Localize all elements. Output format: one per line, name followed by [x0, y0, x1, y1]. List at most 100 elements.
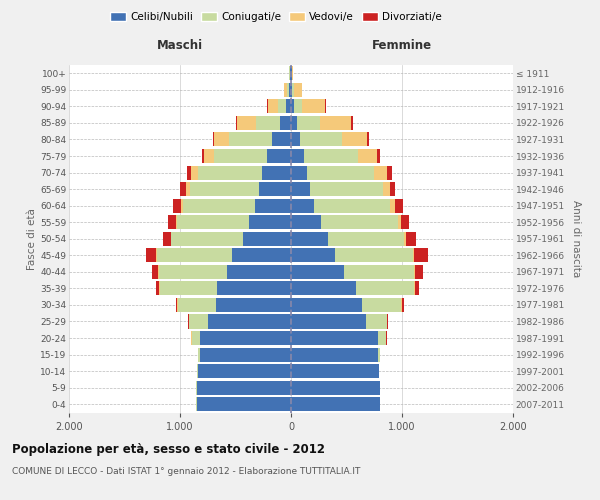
Bar	[401, 215, 409, 229]
Bar	[168, 215, 176, 229]
Bar	[181, 198, 184, 212]
Bar	[335, 248, 413, 262]
Bar	[291, 132, 301, 146]
Bar	[291, 282, 356, 296]
Text: Maschi: Maschi	[157, 39, 203, 52]
Bar	[291, 182, 310, 196]
Bar	[146, 248, 156, 262]
Bar	[352, 116, 353, 130]
Bar	[291, 100, 294, 114]
Bar	[268, 100, 278, 114]
Bar	[171, 232, 243, 246]
Bar	[278, 100, 286, 114]
Bar	[302, 100, 325, 114]
Bar	[208, 314, 291, 328]
Bar	[198, 166, 262, 179]
Bar	[272, 132, 291, 146]
Bar	[291, 149, 304, 163]
Bar	[173, 198, 181, 212]
Bar	[328, 232, 404, 246]
Bar	[356, 282, 414, 296]
Bar	[197, 380, 291, 394]
Bar	[284, 83, 287, 97]
Bar	[290, 66, 291, 80]
Bar	[152, 265, 158, 279]
Bar	[189, 314, 208, 328]
Bar	[291, 248, 335, 262]
Bar	[197, 397, 291, 411]
Bar	[374, 166, 387, 179]
Bar	[178, 298, 215, 312]
Bar	[291, 380, 380, 394]
Bar	[213, 132, 214, 146]
Bar	[413, 248, 414, 262]
Bar	[307, 166, 374, 179]
Bar	[314, 198, 390, 212]
Bar	[291, 314, 367, 328]
Y-axis label: Anni di nascita: Anni di nascita	[571, 200, 581, 278]
Bar	[190, 182, 259, 196]
Bar	[398, 215, 401, 229]
Bar	[414, 265, 415, 279]
Bar	[377, 348, 380, 362]
Bar	[383, 182, 390, 196]
Text: Popolazione per età, sesso e stato civile - 2012: Popolazione per età, sesso e stato civil…	[12, 442, 325, 456]
Bar	[358, 149, 377, 163]
Bar	[180, 182, 185, 196]
Text: Femmine: Femmine	[372, 39, 432, 52]
Bar	[291, 215, 321, 229]
Bar	[321, 215, 398, 229]
Bar	[217, 282, 291, 296]
Bar	[387, 166, 392, 179]
Bar	[344, 265, 414, 279]
Bar	[294, 83, 302, 97]
Bar	[198, 364, 291, 378]
Bar	[291, 232, 328, 246]
Bar	[362, 298, 401, 312]
Bar	[280, 116, 291, 130]
Bar	[286, 100, 291, 114]
Bar	[200, 331, 291, 345]
Bar	[256, 198, 291, 212]
Legend: Celibi/Nubili, Coniugati/e, Vedovi/e, Divorziati/e: Celibi/Nubili, Coniugati/e, Vedovi/e, Di…	[106, 8, 446, 26]
Bar	[159, 265, 227, 279]
Bar	[291, 265, 344, 279]
Bar	[367, 314, 387, 328]
Bar	[176, 298, 177, 312]
Bar	[414, 248, 428, 262]
Bar	[415, 282, 419, 296]
Bar	[294, 100, 302, 114]
Bar	[291, 166, 307, 179]
Bar	[406, 232, 416, 246]
Bar	[191, 331, 200, 345]
Bar	[377, 149, 380, 163]
Bar	[291, 83, 292, 97]
Bar	[229, 132, 272, 146]
Bar	[185, 182, 190, 196]
Y-axis label: Fasce di età: Fasce di età	[27, 208, 37, 270]
Bar	[304, 149, 358, 163]
Bar	[232, 248, 291, 262]
Bar	[415, 265, 424, 279]
Bar	[402, 298, 404, 312]
Bar	[205, 149, 214, 163]
Bar	[301, 132, 341, 146]
Bar	[176, 215, 249, 229]
Bar	[160, 282, 217, 296]
Bar	[287, 83, 289, 97]
Bar	[341, 132, 367, 146]
Bar	[390, 182, 395, 196]
Bar	[292, 83, 294, 97]
Bar	[163, 232, 170, 246]
Bar	[259, 182, 291, 196]
Text: COMUNE DI LECCO - Dati ISTAT 1° gennaio 2012 - Elaborazione TUTTITALIA.IT: COMUNE DI LECCO - Dati ISTAT 1° gennaio …	[12, 468, 361, 476]
Bar	[202, 149, 205, 163]
Bar	[237, 116, 256, 130]
Bar	[249, 215, 291, 229]
Bar	[291, 348, 377, 362]
Bar	[291, 331, 377, 345]
Bar	[200, 348, 291, 362]
Bar	[214, 132, 229, 146]
Bar	[157, 248, 232, 262]
Bar	[404, 232, 406, 246]
